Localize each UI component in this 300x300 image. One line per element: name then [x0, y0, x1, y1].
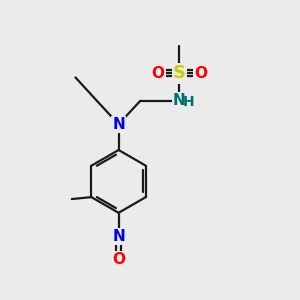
Text: N: N — [173, 93, 186, 108]
Text: N: N — [112, 117, 125, 132]
Text: S: S — [173, 64, 186, 82]
Text: O: O — [152, 66, 164, 81]
Text: O: O — [112, 252, 125, 267]
Text: H: H — [182, 95, 194, 109]
Text: N: N — [112, 229, 125, 244]
Text: O: O — [194, 66, 208, 81]
